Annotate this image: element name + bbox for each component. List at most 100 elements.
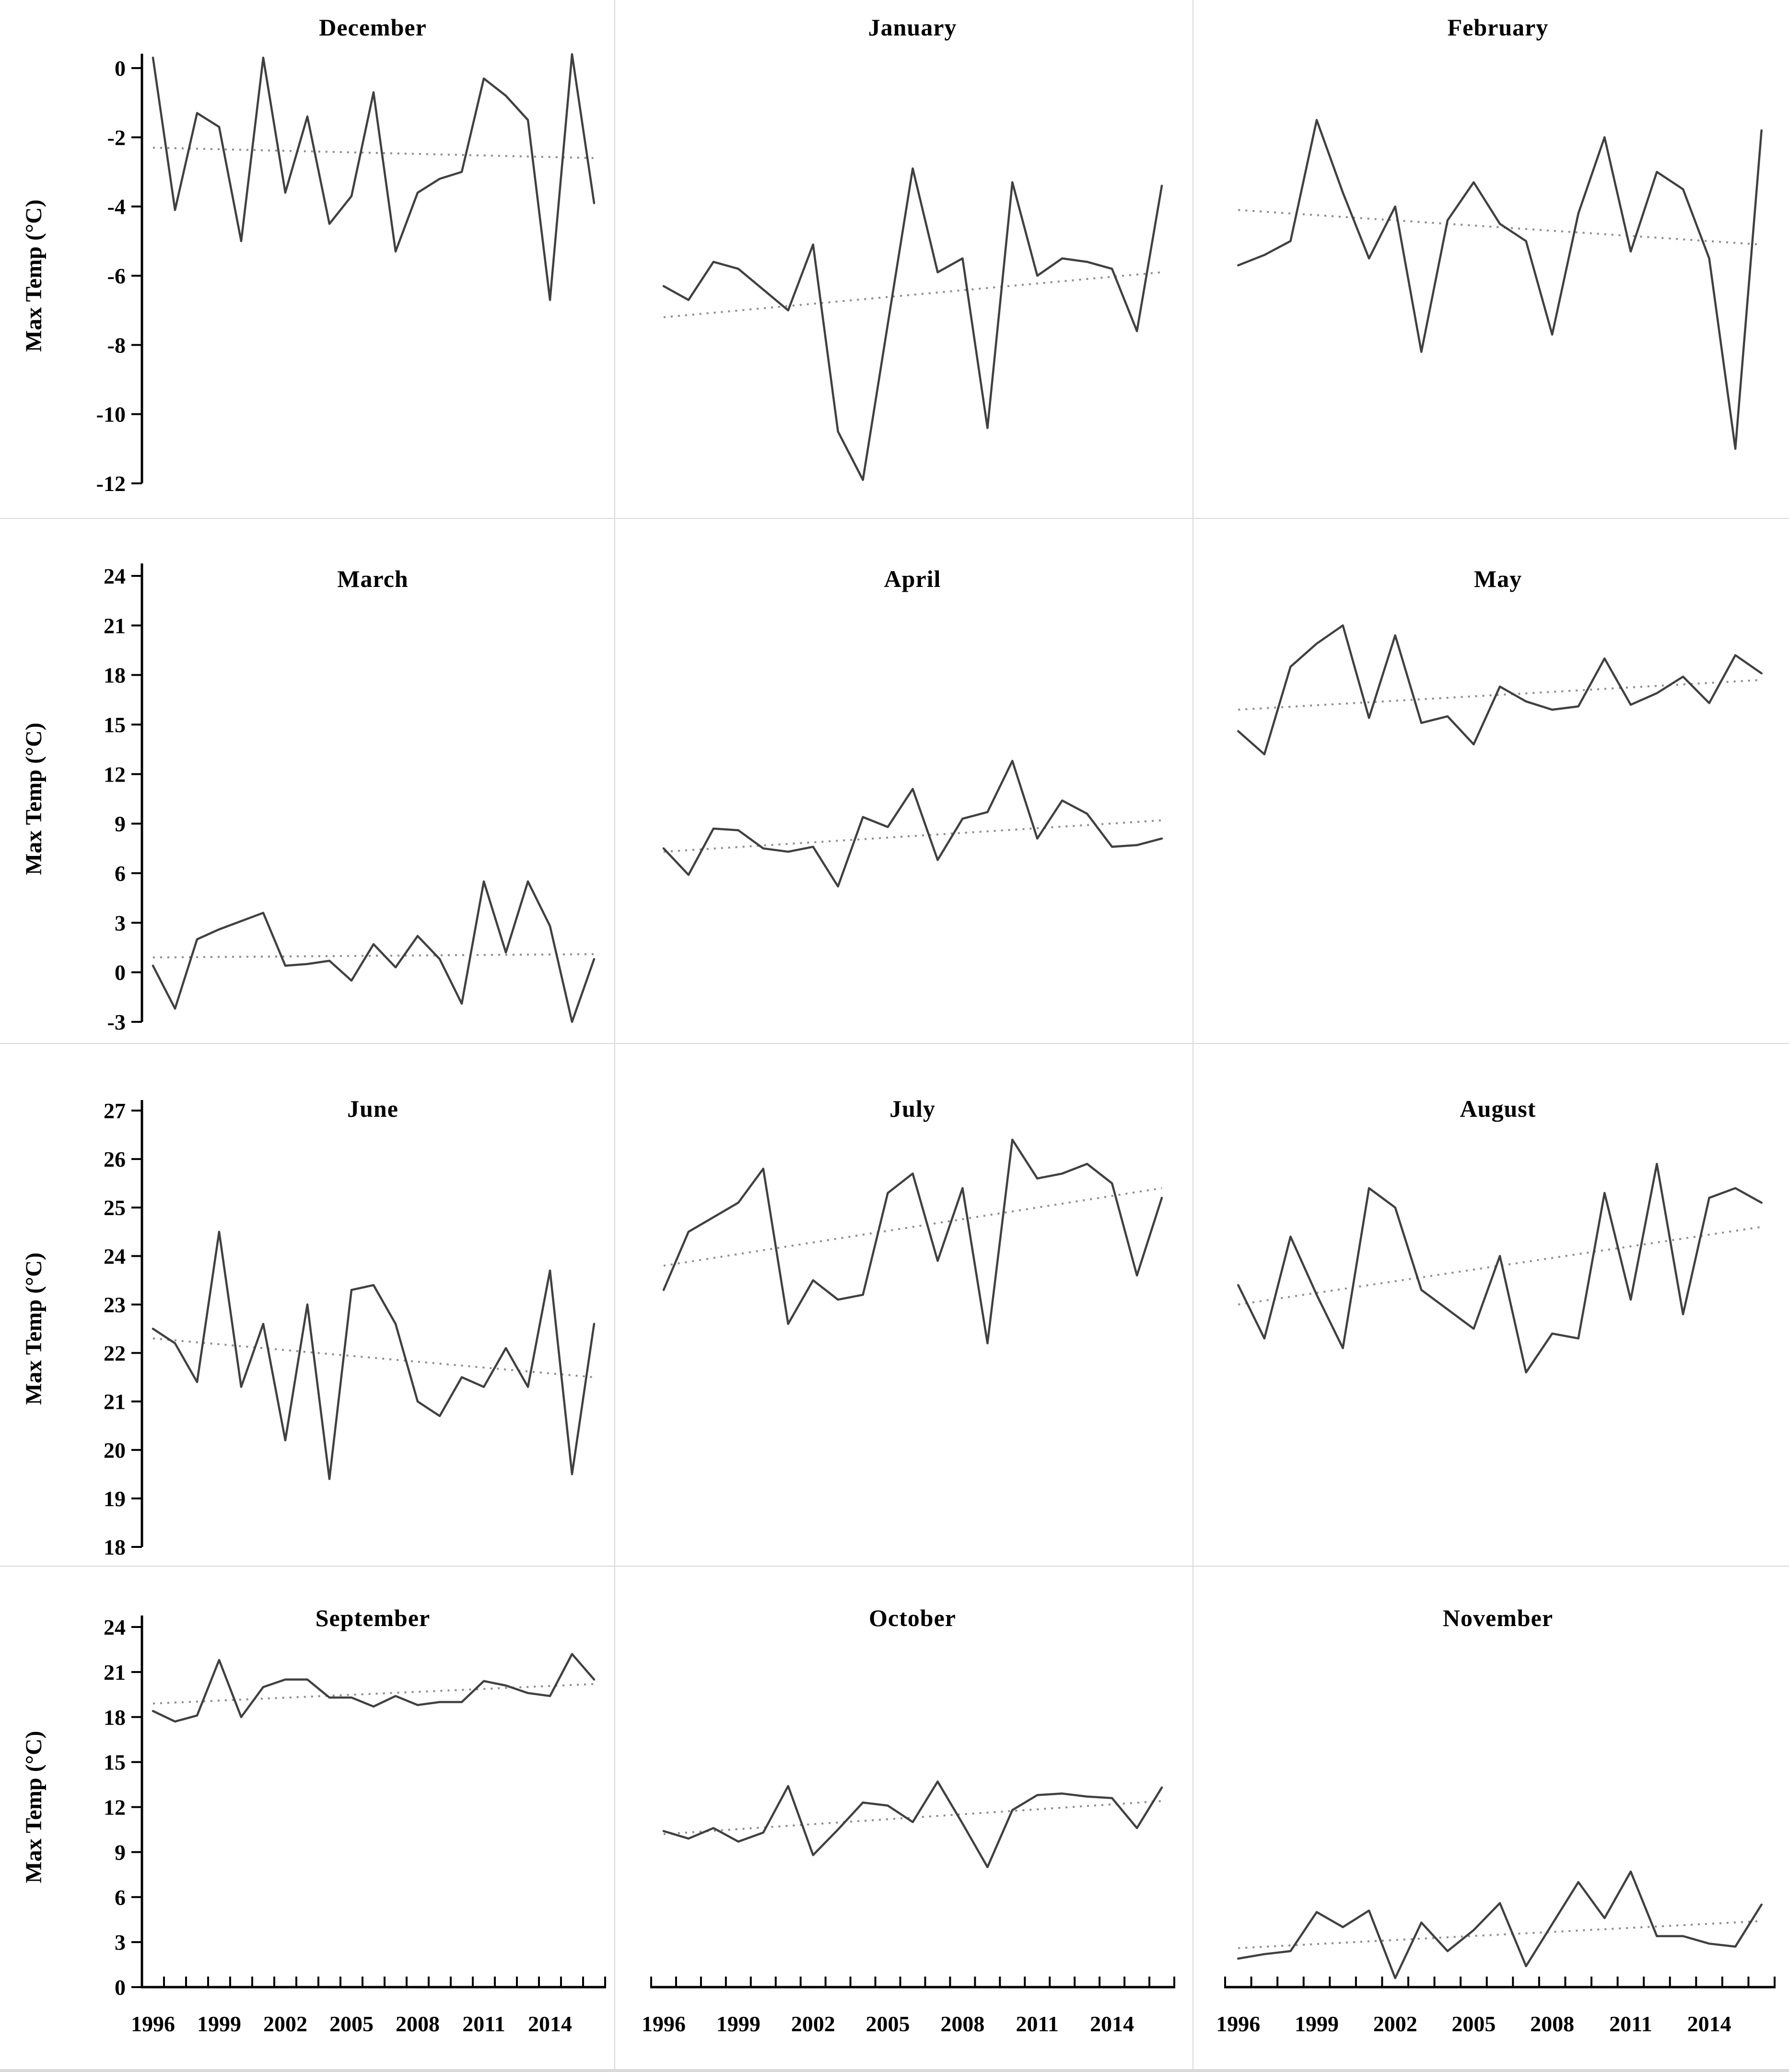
chart-title-august: August bbox=[1460, 1095, 1536, 1122]
panel-february: February bbox=[1193, 0, 1789, 518]
y-tick-label: 23 bbox=[104, 1292, 126, 1317]
y-tick-label: -4 bbox=[107, 195, 126, 219]
chart-november: 1996 1999 2002 2005 2008 2011 2014 bbox=[1216, 1870, 1776, 2036]
data-line bbox=[152, 880, 596, 1023]
y-tick-label: 24 bbox=[104, 564, 126, 588]
chart-august bbox=[1237, 1162, 1763, 1374]
chart-title-may: May bbox=[1473, 565, 1522, 592]
y-tick-label: 21 bbox=[104, 1390, 126, 1414]
trend-line bbox=[152, 146, 595, 159]
y-tick-label: -6 bbox=[107, 264, 126, 288]
y-tick-label: 19 bbox=[104, 1487, 126, 1511]
data-line bbox=[662, 1780, 1163, 1868]
y-tick-label: 6 bbox=[115, 861, 126, 886]
y-tick-label: -3 bbox=[107, 1010, 126, 1034]
chart-title-january: January bbox=[868, 14, 957, 41]
data-line bbox=[152, 1653, 596, 1723]
chart-october: 1996 1999 2002 2005 2008 2011 2014 bbox=[642, 1780, 1175, 2036]
x-tick-label: 2002 bbox=[263, 2012, 307, 2036]
panel-october: October 1996 1999 2002 2005 2008 2011 2014 bbox=[615, 1567, 1193, 2069]
y-tick-label: 24 bbox=[104, 1615, 126, 1639]
y-tick-label: 9 bbox=[115, 812, 126, 836]
chart-title-july: July bbox=[889, 1095, 935, 1122]
y-tick-label: 21 bbox=[104, 613, 126, 638]
chart-title-march: March bbox=[337, 565, 409, 592]
x-tick-label: 2014 bbox=[1687, 2012, 1731, 2036]
chart-march: 24 21 18 15 12 9 6 3 0 -3 Max Temp (°C) bbox=[21, 563, 596, 1034]
panel-june: June 27 26 25 24 23 22 21 20 19 18 Max Temp (°C) bbox=[0, 1044, 614, 1566]
y-axis-title: Max Temp (°C) bbox=[21, 199, 47, 352]
x-tick-label: 2011 bbox=[1609, 2012, 1652, 2036]
y-tick-label: 22 bbox=[104, 1341, 126, 1366]
chart-september: 24 21 18 15 12 9 6 3 0 Max Temp (°C) 1996 1999 2002 2… bbox=[21, 1615, 606, 2036]
y-axis-title: Max Temp (°C) bbox=[21, 1731, 47, 1884]
data-line bbox=[1237, 1870, 1763, 1979]
x-tick-label: 2011 bbox=[462, 2012, 505, 2036]
trend-line bbox=[152, 953, 595, 959]
trend-line bbox=[663, 1800, 1162, 1835]
panel-august: August bbox=[1193, 1044, 1789, 1566]
y-tick-label: 24 bbox=[104, 1244, 126, 1268]
y-axis-title: Max Temp (°C) bbox=[21, 723, 47, 875]
trend-line bbox=[152, 1683, 595, 1705]
y-tick-label: 3 bbox=[115, 1930, 126, 1955]
y-tick-label: 12 bbox=[104, 762, 126, 786]
panel-may: May bbox=[1193, 519, 1789, 1043]
chart-title-april: April bbox=[884, 565, 941, 592]
trend-line bbox=[152, 1337, 595, 1379]
y-tick-label: 25 bbox=[104, 1195, 126, 1220]
data-line bbox=[1237, 119, 1763, 450]
x-tick-label: 2005 bbox=[866, 2012, 910, 2036]
y-tick-label: -8 bbox=[107, 333, 126, 357]
x-tick-label: 2008 bbox=[1530, 2012, 1574, 2036]
y-tick-label: 26 bbox=[104, 1147, 126, 1171]
x-tick-label: 2011 bbox=[1016, 2012, 1059, 2036]
chart-title-june: June bbox=[347, 1095, 398, 1122]
y-tick-label: 9 bbox=[115, 1840, 126, 1864]
panel-july: July bbox=[615, 1044, 1193, 1566]
trend-line bbox=[1238, 679, 1762, 711]
trend-line bbox=[1238, 1920, 1762, 1949]
y-tick-label: 15 bbox=[104, 713, 126, 737]
trend-line bbox=[663, 819, 1162, 853]
data-line bbox=[662, 760, 1163, 888]
y-tick-label: 27 bbox=[104, 1099, 126, 1123]
data-line bbox=[152, 53, 596, 301]
panel-january: January bbox=[615, 0, 1193, 518]
y-tick-label: 0 bbox=[115, 960, 126, 985]
data-line bbox=[662, 167, 1163, 481]
chart-title-september: September bbox=[315, 1604, 431, 1631]
chart-title-november: November bbox=[1442, 1604, 1554, 1631]
y-tick-label: 0 bbox=[115, 56, 126, 81]
data-line bbox=[662, 1138, 1163, 1345]
y-tick-label: 3 bbox=[115, 911, 126, 935]
panel-march: March 24 21 18 15 12 9 6 3 0 -3 Max Temp (°C) bbox=[0, 519, 614, 1043]
y-tick-label: -10 bbox=[96, 402, 126, 427]
panel-september: September 24 21 18 15 12 9 6 3 0 Max Temp (°C) 199… bbox=[0, 1567, 614, 2069]
data-line bbox=[152, 1230, 596, 1480]
x-tick-label: 1999 bbox=[716, 2012, 760, 2036]
data-line bbox=[1237, 1162, 1763, 1374]
y-tick-label: 18 bbox=[104, 663, 126, 688]
chart-january bbox=[662, 167, 1163, 481]
y-tick-label: 20 bbox=[104, 1438, 126, 1463]
x-tick-label: 1999 bbox=[197, 2012, 241, 2036]
x-tick-label: 2014 bbox=[528, 2012, 572, 2036]
trend-line bbox=[1238, 1226, 1762, 1306]
x-tick-label: 2002 bbox=[1373, 2012, 1417, 2036]
x-tick-label: 2005 bbox=[1451, 2012, 1496, 2036]
y-tick-label: 0 bbox=[115, 1975, 126, 2000]
y-axis-title: Max Temp (°C) bbox=[21, 1253, 47, 1405]
trend-line bbox=[663, 271, 1162, 318]
y-tick-label: 6 bbox=[115, 1885, 126, 1909]
x-tick-label: 2008 bbox=[940, 2012, 984, 2036]
y-tick-label: -12 bbox=[96, 471, 126, 496]
x-tick-label: 1996 bbox=[1216, 2012, 1260, 2036]
x-tick-label: 2002 bbox=[791, 2012, 835, 2036]
y-tick-label: 21 bbox=[104, 1660, 126, 1685]
chart-december: 0 -2 -4 -6 -8 -10 -12 Max Temp (°C) bbox=[21, 53, 596, 496]
x-tick-label: 1999 bbox=[1295, 2012, 1339, 2036]
y-tick-label: 18 bbox=[104, 1705, 126, 1730]
